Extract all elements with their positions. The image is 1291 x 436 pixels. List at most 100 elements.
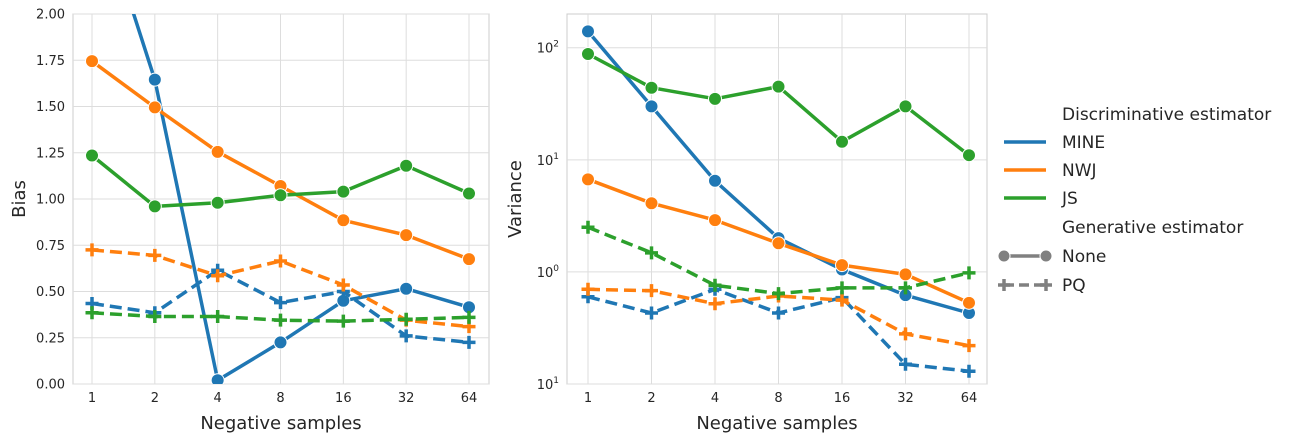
- data-point: [399, 312, 413, 326]
- data-point: [147, 72, 162, 87]
- data-point: [399, 158, 414, 173]
- variance-plot-area: [566, 13, 988, 385]
- legend-label-mine: MINE: [1062, 133, 1105, 153]
- data-point: [274, 296, 287, 310]
- y-tick-label: 1.50: [36, 100, 65, 115]
- x-tick-label: 4: [214, 391, 222, 406]
- legend-marker-none: [1039, 249, 1053, 263]
- data-point: [962, 339, 976, 353]
- data-point: [462, 252, 476, 267]
- data-point: [708, 173, 722, 188]
- data-point: [85, 148, 99, 163]
- data-point: [399, 281, 414, 296]
- y-tick-label: 0.50: [36, 285, 65, 300]
- data-point: [835, 134, 849, 149]
- bias-x-ticks: 1 2 4 8 16 32 64: [88, 391, 477, 406]
- variance-chart: 101 100 101 102 1 2 4 8 16 32 64 Negative samples…: [505, 13, 988, 434]
- data-point: [898, 99, 913, 114]
- data-point: [462, 310, 476, 324]
- data-point: [708, 278, 722, 292]
- x-tick-label: 8: [774, 391, 782, 406]
- data-point: [462, 186, 476, 201]
- data-point: [772, 306, 785, 320]
- data-point: [148, 248, 162, 262]
- x-tick-label: 32: [897, 391, 914, 406]
- legend: Discriminative estimator MINE NWJ JS Gen…: [997, 105, 1271, 296]
- series-js-pq: [581, 220, 976, 301]
- data-point: [645, 284, 658, 298]
- data-point: [644, 99, 659, 114]
- legend-item-pq: PQ: [998, 276, 1086, 296]
- y-tick-label: 102: [537, 40, 559, 57]
- data-point: [211, 269, 225, 283]
- data-point: [962, 364, 976, 378]
- legend-hue-title: Discriminative estimator: [1062, 105, 1271, 125]
- y-tick-label: 100: [537, 264, 560, 281]
- data-point: [581, 220, 595, 234]
- y-tick-label: 0.00: [36, 378, 65, 393]
- data-point: [708, 213, 722, 228]
- data-point: [898, 267, 913, 282]
- data-point: [273, 188, 288, 203]
- x-tick-label: 2: [647, 391, 655, 406]
- data-point: [274, 254, 287, 268]
- legend-label-pq: PQ: [1062, 276, 1086, 296]
- series-js-pq: [85, 306, 476, 328]
- legend-marker-pq: [1040, 279, 1052, 291]
- data-point: [336, 314, 350, 328]
- data-point: [274, 313, 287, 327]
- data-point: [644, 196, 659, 211]
- data-point: [210, 373, 225, 384]
- legend-item-js: JS: [1004, 189, 1078, 209]
- series-js-none: [581, 46, 976, 163]
- y-tick-label: 2.00: [36, 8, 65, 23]
- legend-marker-pq: [998, 279, 1010, 291]
- legend-label-nwj: NWJ: [1062, 161, 1097, 181]
- variance-y-axis-label: Variance: [505, 160, 526, 238]
- data-point: [210, 144, 225, 159]
- y-tick-label: 1.75: [36, 54, 65, 69]
- y-tick-label: 0.25: [36, 331, 65, 346]
- data-point: [581, 24, 595, 39]
- data-point: [708, 297, 722, 311]
- data-point: [85, 306, 99, 320]
- data-point: [708, 91, 722, 106]
- data-point: [962, 266, 976, 280]
- bias-y-ticks: 0.00 0.25 0.50 0.75 1.00 1.25 1.50 1.75 2.00: [36, 8, 65, 393]
- y-tick-label: 101: [537, 152, 559, 169]
- x-tick-label: 64: [961, 391, 978, 406]
- x-tick-label: 8: [276, 391, 284, 406]
- legend-item-nwj: NWJ: [1004, 161, 1097, 181]
- data-point: [211, 309, 225, 323]
- variance-x-axis-label: Negative samples: [696, 413, 857, 434]
- data-point: [645, 306, 658, 320]
- x-tick-label: 1: [584, 391, 592, 406]
- data-point: [835, 281, 849, 295]
- data-point: [273, 335, 288, 350]
- x-tick-label: 64: [461, 391, 478, 406]
- x-tick-label: 16: [335, 391, 352, 406]
- x-tick-label: 32: [398, 391, 415, 406]
- data-point: [644, 80, 659, 95]
- data-point: [336, 278, 350, 292]
- data-point: [85, 243, 99, 257]
- variance-y-ticks: 101 100 101 102: [537, 40, 560, 393]
- data-point: [771, 79, 786, 94]
- legend-marker-none: [997, 249, 1011, 263]
- data-point: [581, 46, 595, 61]
- data-point: [336, 184, 351, 199]
- series-js-none: [85, 148, 476, 214]
- y-tick-label: 0.75: [36, 239, 65, 254]
- x-tick-label: 2: [151, 391, 159, 406]
- data-point: [835, 293, 849, 307]
- y-tick-label: 101: [537, 376, 559, 393]
- data-point: [399, 228, 414, 243]
- data-point: [962, 148, 976, 163]
- data-point: [581, 282, 595, 296]
- data-point: [210, 195, 225, 210]
- data-point: [147, 100, 162, 115]
- bias-series: [85, 14, 476, 384]
- variance-x-ticks: 1 2 4 8 16 32 64: [584, 391, 977, 406]
- legend-label-none: None: [1062, 247, 1106, 267]
- data-point: [336, 213, 351, 228]
